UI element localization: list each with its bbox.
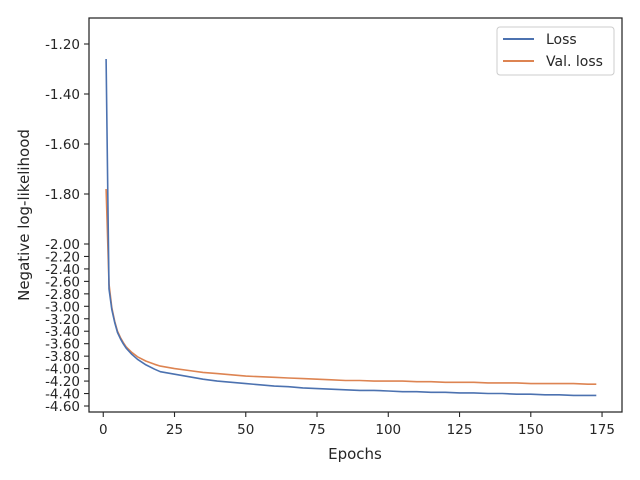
y-tick-label: -3.80 [45, 349, 80, 365]
x-tick-label: 100 [375, 422, 401, 438]
y-tick-label: -1.60 [45, 137, 80, 153]
y-tick-label: -3.60 [45, 337, 80, 353]
x-tick-label: 125 [447, 422, 473, 438]
y-tick-label: -1.80 [45, 187, 80, 203]
series-line-val-loss [105, 188, 597, 386]
x-tick-label: 75 [308, 422, 325, 438]
y-tick-label: -2.40 [45, 262, 80, 278]
y-axis-label: Negative log-likelihood [15, 129, 33, 301]
y-tick-label: -2.60 [45, 274, 80, 290]
legend: Loss Val. loss [496, 26, 615, 76]
x-tick-label: 50 [237, 422, 254, 438]
y-tick-label: -2.00 [45, 237, 80, 253]
y-tick-label: -4.20 [45, 374, 80, 390]
x-tick-label: 150 [518, 422, 544, 438]
plot-frame [88, 17, 623, 413]
y-tick-label: -3.20 [45, 312, 80, 328]
series-line-loss [105, 58, 597, 397]
legend-label: Val. loss [546, 54, 603, 70]
y-tick-label: -1.20 [45, 37, 80, 53]
y-tick-label: -2.20 [45, 249, 80, 265]
y-tick-label: -4.00 [45, 362, 80, 378]
legend-label: Loss [546, 32, 577, 48]
y-tick-label: -4.40 [45, 387, 80, 403]
x-tick-label: 175 [589, 422, 615, 438]
y-tick-label: -2.80 [45, 287, 80, 303]
x-axis-ticks: 0 25 50 75 100 125 150 175 [99, 412, 615, 438]
series-layer [105, 58, 597, 397]
y-axis-ticks: -1.20 -1.40 -1.60 -1.80 -2.00-2.20-2.40-2.60… [45, 37, 89, 415]
x-tick-label: 0 [99, 422, 108, 438]
y-tick-label: -4.60 [45, 399, 80, 415]
y-tick-label: -1.40 [45, 87, 80, 103]
y-tick-label: -3.00 [45, 299, 80, 315]
x-tick-label: 25 [166, 422, 183, 438]
x-axis-label: Epochs [328, 445, 382, 463]
y-tick-label: -3.40 [45, 324, 80, 340]
